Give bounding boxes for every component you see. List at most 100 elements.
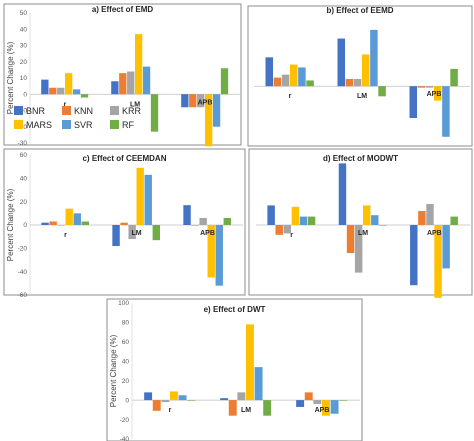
bar-knn-r xyxy=(273,77,282,87)
bar-mars-lm xyxy=(136,167,144,225)
bar-knn-r xyxy=(275,225,283,235)
legend-swatch xyxy=(62,106,71,115)
bar-krr-lm xyxy=(128,225,136,239)
legend-item-mars: MARS xyxy=(14,120,52,130)
bar-bnr-r xyxy=(267,205,275,225)
bar-rf-apb xyxy=(450,216,458,225)
y-axis-label: Percent Change (%) xyxy=(109,334,118,407)
y-tick-label: 40 xyxy=(122,358,130,365)
y-tick-label: 40 xyxy=(20,26,28,33)
chart-panels: a) Effect of EMD-30-20-1001020304050Perc… xyxy=(3,3,473,441)
category-label: LM xyxy=(130,101,140,108)
bar-mars-lm xyxy=(362,54,370,87)
bar-krr-lm xyxy=(237,392,246,401)
y-tick-label: 80 xyxy=(122,320,130,327)
y-tick-label: 40 xyxy=(20,176,28,183)
bar-knn-lm xyxy=(120,222,128,225)
bar-bnr-apb xyxy=(296,400,305,407)
bar-knn-lm xyxy=(228,400,237,416)
y-tick-label: 0 xyxy=(23,91,27,98)
bar-bnr-apb xyxy=(410,225,418,286)
category-label: APB xyxy=(200,230,215,237)
category-label: LM xyxy=(241,407,251,414)
bar-bnr-r xyxy=(41,79,49,95)
bar-mars-apb xyxy=(207,225,215,278)
bar-mars-apb xyxy=(205,94,213,147)
category-label: APB xyxy=(427,230,442,237)
panel-frame xyxy=(106,298,363,441)
bar-rf-lm xyxy=(263,400,272,416)
legend-swatch xyxy=(110,106,119,115)
y-tick-label: 60 xyxy=(122,339,130,346)
bar-mars-lm xyxy=(246,324,254,401)
bar-svr-lm xyxy=(144,174,152,225)
legend: BNR KNN KRR MARS SVR RF xyxy=(14,106,142,130)
bar-mars-r xyxy=(170,391,178,401)
bar-krr-lm xyxy=(354,225,363,273)
y-tick-label: 10 xyxy=(20,75,28,82)
bar-knn-lm xyxy=(119,73,127,95)
legend-label: MARS xyxy=(26,120,52,130)
bar-rf-lm xyxy=(378,86,386,97)
legend-item-bnr: BNR xyxy=(14,106,46,116)
bar-bnr-r xyxy=(144,392,153,401)
bar-bnr-lm xyxy=(220,398,229,401)
bar-mars-r xyxy=(290,64,298,87)
legend-label: RF xyxy=(122,120,134,130)
y-tick-label: -30 xyxy=(18,140,28,147)
bar-krr-r xyxy=(283,225,292,234)
chart-panel-2: b) Effect of EEMD r LM APB xyxy=(247,5,473,147)
bar-krr-lm xyxy=(353,79,362,87)
bar-rf-apb xyxy=(450,68,458,87)
legend-swatch xyxy=(14,106,23,115)
chart-title: b) Effect of EEMD xyxy=(326,6,393,15)
chart-title: d) Effect of MODWT xyxy=(323,154,398,163)
bar-rf-apb xyxy=(220,68,229,95)
category-label: r xyxy=(64,101,67,108)
bar-rf-apb xyxy=(223,218,231,225)
chart-panel-3: c) Effect of CEEMDAN -60 -40 -20 0 20 40 60 Perc… xyxy=(3,148,246,299)
bar-mars-r xyxy=(65,73,73,95)
bar-mars-apb xyxy=(434,225,442,298)
legend-item-krr: KRR xyxy=(110,106,142,116)
bar-knn-apb xyxy=(417,86,426,88)
bar-svr-r xyxy=(299,216,308,225)
bar-knn-apb xyxy=(189,94,197,108)
y-tick-label: -60 xyxy=(18,292,28,299)
chart-panel-5: e) Effect of DWT -40 -20 0 20 40 60 80 100 Percen… xyxy=(106,298,363,441)
y-tick-label: -40 xyxy=(18,269,28,276)
bar-knn-apb xyxy=(418,211,426,225)
legend-swatch xyxy=(110,120,119,129)
bar-knn-r xyxy=(152,400,161,411)
bar-bnr-apb xyxy=(409,86,418,118)
category-label: r xyxy=(290,232,293,239)
y-tick-label: 60 xyxy=(20,152,28,159)
y-tick-label: 50 xyxy=(20,10,28,17)
legend-label: KRR xyxy=(122,106,142,116)
bar-svr-apb xyxy=(442,86,450,137)
legend-item-knn: KNN xyxy=(62,106,93,116)
bar-svr-apb xyxy=(212,94,221,127)
bar-svr-apb xyxy=(330,400,339,414)
bar-bnr-apb xyxy=(183,205,191,225)
category-label: LM xyxy=(357,93,367,100)
bar-bnr-r xyxy=(265,57,274,87)
category-label: APB xyxy=(315,407,330,414)
y-axis-label: Percent Change (%) xyxy=(6,188,15,261)
bar-rf-apb xyxy=(339,400,348,401)
category-label: r xyxy=(289,93,292,100)
legend-swatch xyxy=(14,120,23,129)
y-axis-label: Percent Change (%) xyxy=(6,41,15,114)
bar-svr-lm xyxy=(370,29,378,87)
y-tick-label: -20 xyxy=(120,417,130,424)
y-tick-label: -20 xyxy=(18,246,28,253)
bar-svr-lm xyxy=(254,367,263,401)
category-label: APB xyxy=(198,99,213,106)
bar-bnr-lm xyxy=(338,163,347,225)
bar-krr-r xyxy=(57,87,65,95)
bar-rf-lm xyxy=(152,225,160,241)
y-tick-label: -40 xyxy=(120,436,130,441)
bar-knn-apb xyxy=(304,392,313,401)
bar-bnr-apb xyxy=(181,94,189,108)
category-label: LM xyxy=(131,230,141,237)
